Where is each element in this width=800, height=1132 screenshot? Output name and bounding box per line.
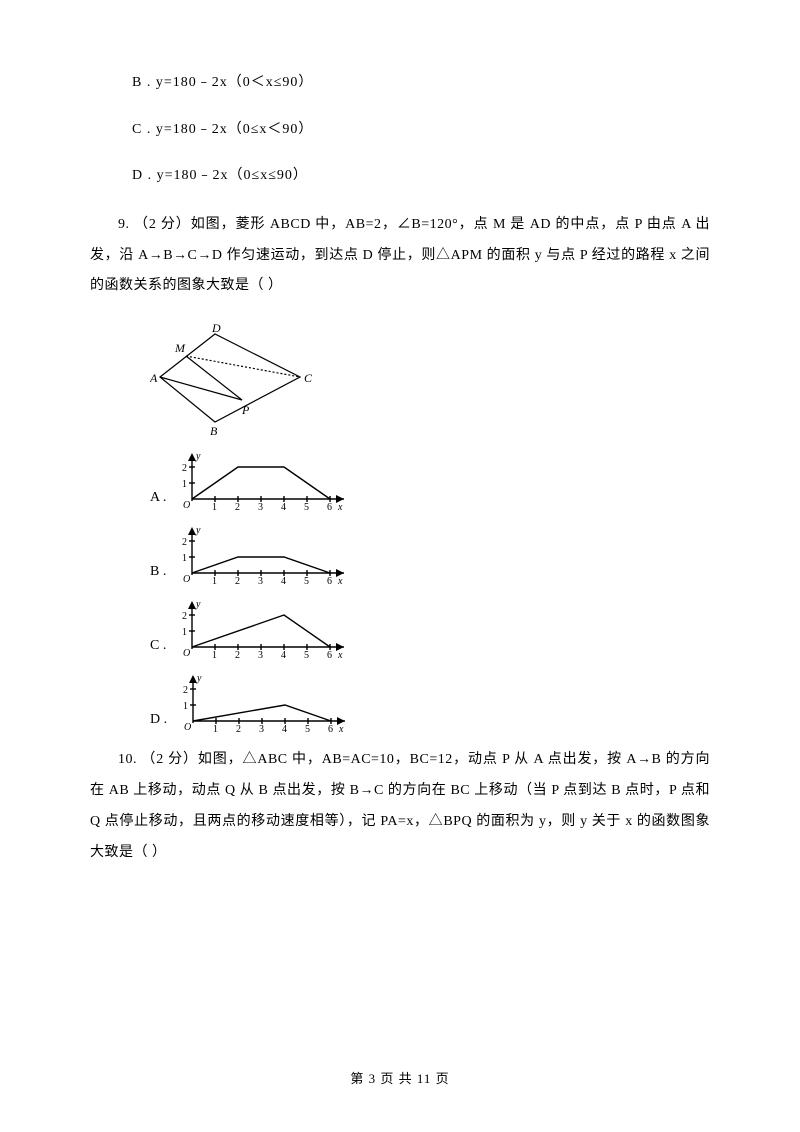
svg-text:y: y: [195, 525, 201, 536]
q9-option-a-row: A . 1 2 1 2 3 4 5 6 O y x: [90, 449, 710, 511]
svg-text:1: 1: [182, 553, 187, 564]
svg-text:3: 3: [259, 724, 264, 733]
svg-text:1: 1: [212, 502, 217, 511]
q9-option-a-label: A .: [150, 485, 166, 512]
svg-text:4: 4: [282, 724, 287, 733]
q9-option-b-row: B . 1 2 1 2 3 4 5 6 O y x: [90, 523, 710, 585]
label-D: D: [211, 322, 221, 335]
q9-option-d-chart: 1 2 1 2 3 4 5 6 O y x: [173, 671, 353, 733]
svg-text:1: 1: [212, 650, 217, 659]
svg-text:2: 2: [235, 502, 240, 511]
svg-text:5: 5: [305, 724, 310, 733]
svg-text:4: 4: [281, 576, 286, 585]
svg-text:5: 5: [304, 576, 309, 585]
q9-option-a-chart: 1 2 1 2 3 4 5 6 O y x: [172, 449, 352, 511]
svg-text:6: 6: [328, 724, 333, 733]
q9-option-d-label: D .: [150, 707, 167, 734]
label-B: B: [210, 424, 218, 437]
q9-rhombus-figure: A B C D M P: [150, 322, 710, 437]
svg-text:y: y: [196, 673, 202, 684]
svg-text:y: y: [195, 599, 201, 610]
svg-text:2: 2: [235, 650, 240, 659]
q9-option-d-row: D . 1 2 1 2 3 4 5 6 O y x: [90, 671, 710, 733]
svg-text:3: 3: [258, 502, 263, 511]
label-P: P: [241, 403, 250, 417]
svg-text:2: 2: [182, 463, 187, 474]
q10-text: 10. （2 分）如图，△ABC 中，AB=AC=10，BC=12，动点 P 从…: [90, 745, 710, 868]
svg-text:6: 6: [327, 650, 332, 659]
option-d: D . y=180﹣2x（0≤x≤90）: [132, 163, 710, 190]
svg-text:O: O: [184, 722, 191, 733]
q9-text: 9. （2 分）如图，菱形 ABCD 中，AB=2，∠B=120°，点 M 是 …: [90, 210, 710, 302]
svg-text:1: 1: [213, 724, 218, 733]
svg-text:1: 1: [212, 576, 217, 585]
svg-text:x: x: [337, 502, 343, 511]
svg-text:1: 1: [182, 479, 187, 490]
svg-text:O: O: [183, 574, 190, 585]
svg-text:2: 2: [182, 611, 187, 622]
label-M: M: [174, 341, 186, 355]
svg-text:3: 3: [258, 650, 263, 659]
q9-option-c-chart: 1 2 1 2 3 4 5 6 O y x: [172, 597, 352, 659]
svg-text:2: 2: [183, 685, 188, 696]
svg-text:2: 2: [235, 576, 240, 585]
svg-text:O: O: [183, 500, 190, 511]
page-footer: 第 3 页 共 11 页: [0, 1067, 800, 1092]
svg-text:6: 6: [327, 576, 332, 585]
svg-text:O: O: [183, 648, 190, 659]
label-C: C: [304, 371, 313, 385]
svg-text:5: 5: [304, 502, 309, 511]
svg-text:1: 1: [182, 627, 187, 638]
q9-option-c-row: C . 1 2 1 2 3 4 5 6 O y x: [90, 597, 710, 659]
q9-option-b-chart: 1 2 1 2 3 4 5 6 O y x: [172, 523, 352, 585]
q9-option-c-label: C .: [150, 633, 166, 660]
svg-text:x: x: [337, 576, 343, 585]
option-c: C . y=180﹣2x（0≤x＜90）: [132, 117, 710, 144]
svg-text:x: x: [338, 724, 344, 733]
svg-text:4: 4: [281, 650, 286, 659]
svg-text:2: 2: [236, 724, 241, 733]
label-A: A: [150, 371, 158, 385]
svg-text:2: 2: [182, 537, 187, 548]
svg-text:y: y: [195, 451, 201, 462]
svg-text:5: 5: [304, 650, 309, 659]
q9-option-b-label: B .: [150, 559, 166, 586]
svg-text:x: x: [337, 650, 343, 659]
svg-text:3: 3: [258, 576, 263, 585]
svg-text:4: 4: [281, 502, 286, 511]
option-b: B . y=180﹣2x（0＜x≤90）: [132, 70, 710, 97]
svg-text:6: 6: [327, 502, 332, 511]
svg-text:1: 1: [183, 701, 188, 712]
